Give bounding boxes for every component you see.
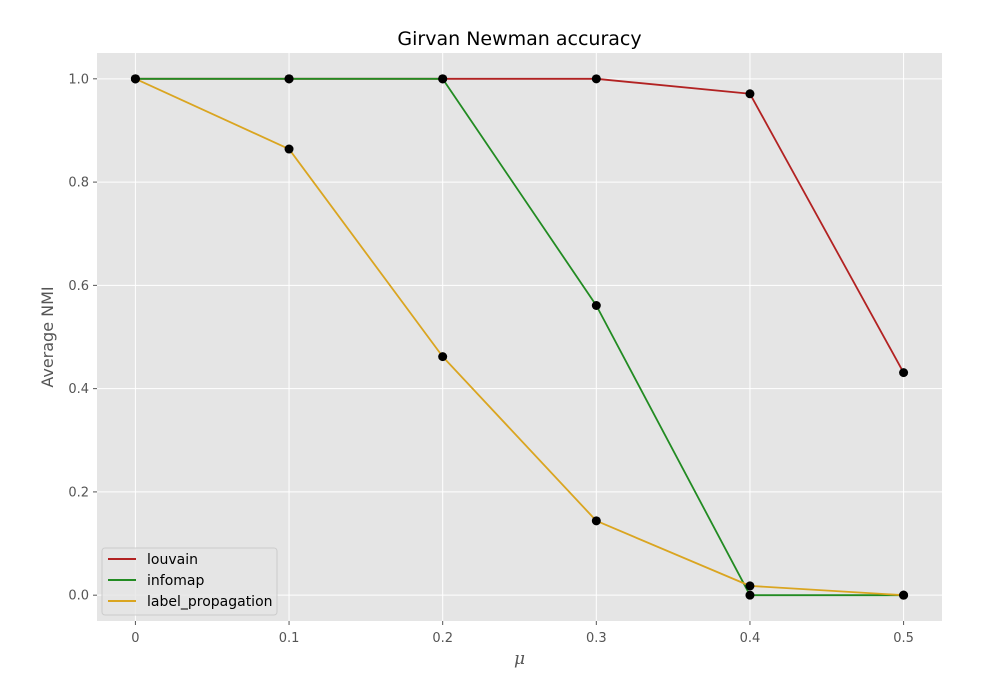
data-point-infomap (438, 74, 448, 84)
y-tick-label: 0.6 (68, 279, 89, 294)
data-point-label_propagation (591, 516, 601, 526)
y-tick-label: 0.8 (68, 176, 89, 191)
x-tick-label: 0.5 (893, 631, 914, 646)
y-tick-label: 0.4 (68, 382, 89, 397)
data-point-label_propagation (130, 74, 140, 84)
x-tick-label: 0.3 (586, 631, 607, 646)
x-tick-label: 0.1 (279, 631, 300, 646)
legend-box (101, 547, 278, 616)
data-point-louvain (899, 368, 909, 378)
legend-label-infomap: infomap (147, 573, 204, 589)
x-tick-label: 0.4 (740, 631, 761, 646)
series-line-label_propagation (135, 78, 904, 597)
data-point-label_propagation (438, 352, 448, 362)
legend: louvain infomap label_propagation (101, 547, 278, 616)
y-axis-label: Average NMI (38, 286, 57, 387)
plot-background (97, 53, 942, 621)
data-point-infomap (745, 590, 755, 600)
y-tick-label: 0.2 (68, 485, 89, 500)
data-point-louvain (591, 74, 601, 84)
chart-title: Girvan Newman accuracy (397, 28, 641, 50)
series-lines (135, 77, 905, 597)
x-tick-label: 0 (131, 631, 139, 646)
data-point-label_propagation (745, 581, 755, 591)
data-point-label_propagation (899, 590, 909, 600)
legend-label-label_propagation: label_propagation (147, 594, 273, 610)
data-point-infomap (591, 301, 601, 311)
data-point-louvain (745, 89, 755, 99)
legend-label-louvain: louvain (147, 552, 198, 568)
data-point-infomap (284, 74, 294, 84)
tick-labels: 0 0.1 0.2 0.3 0.4 0.5 0.0 0.2 0.4 0.6 0.8 1.0 (68, 72, 914, 646)
x-tick-label: 0.2 (432, 631, 453, 646)
series-markers (130, 74, 909, 600)
y-tick-label: 0.0 (68, 589, 89, 604)
data-point-label_propagation (284, 144, 294, 154)
y-tick-label: 1.0 (68, 72, 89, 87)
series-line-infomap (135, 77, 904, 597)
x-axis-label: μ (514, 649, 525, 669)
